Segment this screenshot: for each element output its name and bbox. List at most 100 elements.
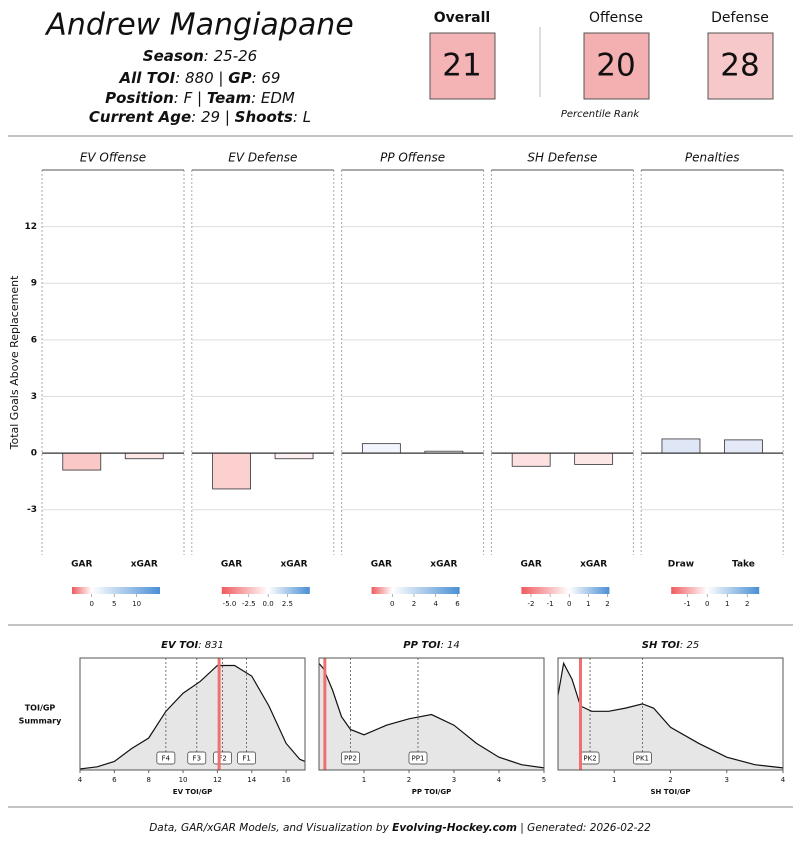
x-tick-label: 4	[497, 776, 502, 784]
panel-title: SH Defense	[527, 151, 597, 165]
colorbar-tick-label: 10	[132, 600, 141, 608]
player-name: Andrew Mangiapane	[44, 8, 353, 43]
colorbar-tick-label: 0	[390, 600, 394, 608]
bar	[575, 453, 613, 464]
marker-label: PK2	[583, 755, 596, 763]
marker-label: F1	[242, 755, 250, 763]
colorbar-tick-label: -2.5	[242, 600, 256, 608]
y-tick-label: -3	[27, 505, 37, 515]
info-line-part: Team	[207, 89, 251, 107]
footer-part: Data, GAR/xGAR Models, and Visualization…	[149, 822, 392, 834]
colorbar-tick-label: 5	[112, 600, 116, 608]
x-tick-label: 1	[612, 776, 616, 784]
rank-value: 28	[720, 48, 759, 84]
bar	[63, 453, 101, 470]
x-axis-label: SH TOI/GP	[650, 788, 690, 796]
x-tick-label: xGAR	[580, 560, 607, 570]
x-tick-label: 3	[725, 776, 729, 784]
info-line: Current Age: 29 | Shoots: L	[89, 108, 311, 126]
y-tick-label: 0	[31, 449, 37, 459]
x-tick-label: 10	[179, 776, 188, 784]
bar	[724, 440, 762, 453]
x-tick-label: GAR	[521, 560, 542, 570]
x-tick-label: 3	[452, 776, 456, 784]
x-tick-label: 4	[781, 776, 786, 784]
info-line-part: : F |	[174, 89, 207, 107]
info-line-part: Season	[143, 47, 204, 65]
colorbar-tick-label: -5.0	[223, 600, 237, 608]
info-line-part: Current Age	[89, 108, 191, 126]
density-title-part: : 831	[198, 640, 224, 651]
density-title-part: EV TOI	[161, 640, 198, 651]
x-tick-label: 16	[282, 776, 291, 784]
colorbar-tick-label: 1	[586, 600, 590, 608]
panel-title: EV Defense	[228, 151, 297, 165]
colorbar	[671, 587, 759, 594]
marker-label: F3	[193, 755, 201, 763]
player-card: Andrew Mangiapane Percentile Rank Season…	[0, 0, 800, 850]
x-tick-label: 6	[112, 776, 117, 784]
x-tick-label: xGAR	[430, 560, 457, 570]
colorbar-tick-label: -2	[527, 600, 534, 608]
info-line: All TOI: 880 | GP: 69	[119, 69, 281, 87]
colorbar-tick-label: 0.0	[263, 600, 274, 608]
summary-label: TOI/GP	[25, 704, 56, 713]
colorbar	[72, 587, 160, 594]
rank-value: 21	[442, 48, 481, 84]
info-line: Season: 25-26	[143, 47, 257, 65]
marker-label: PP1	[412, 755, 425, 763]
x-tick-label: GAR	[221, 560, 242, 570]
colorbar-tick-label: 2	[605, 600, 609, 608]
bar	[213, 453, 251, 489]
density-title: EV TOI: 831	[161, 640, 224, 651]
density-title: PP TOI: 14	[403, 640, 459, 651]
info-line-part: All TOI	[119, 69, 176, 87]
bar	[125, 453, 163, 459]
info-line-part: : L	[293, 108, 311, 126]
colorbar-tick-label: 2.5	[282, 600, 293, 608]
summary-label: Summary	[19, 717, 62, 726]
info-line-part: : 25-26	[204, 47, 257, 65]
panel-title: EV Offense	[80, 151, 146, 165]
y-tick-label: 3	[31, 392, 37, 402]
density-title-part: : 25	[680, 640, 699, 651]
x-tick-label: xGAR	[131, 560, 158, 570]
info-line-part: : 880 |	[175, 69, 228, 87]
x-tick-label: GAR	[71, 560, 92, 570]
colorbar-tick-label: 0	[705, 600, 709, 608]
x-tick-label: 2	[407, 776, 411, 784]
panel-title: PP Offense	[380, 151, 445, 165]
density-title-part: PP TOI	[403, 640, 440, 651]
colorbar-tick-label: -1	[547, 600, 554, 608]
density-title: SH TOI: 25	[642, 640, 699, 651]
colorbar-tick-label: -1	[684, 600, 691, 608]
x-axis-label: EV TOI/GP	[173, 788, 212, 796]
y-tick-label: 9	[31, 279, 37, 289]
x-tick-label: xGAR	[280, 560, 307, 570]
footer: Data, GAR/xGAR Models, and Visualization…	[149, 822, 651, 834]
y-axis-label: Total Goals Above Replacement	[8, 275, 21, 450]
x-tick-label: 14	[247, 776, 256, 784]
panel-title: Penalties	[685, 151, 740, 165]
y-tick-label: 12	[24, 222, 37, 232]
info-line-part: : EDM	[251, 89, 295, 107]
bar	[512, 453, 550, 466]
info-line-part: GP	[228, 69, 251, 87]
colorbar-tick-label: 2	[412, 600, 416, 608]
x-tick-label: 4	[78, 776, 83, 784]
colorbar-tick-label: 0	[90, 600, 94, 608]
footer-part: | Generated: 2026-02-22	[517, 822, 651, 834]
info-line: Position: F | Team: EDM	[105, 89, 295, 107]
marker-label: PK1	[636, 755, 649, 763]
x-tick-label: 12	[213, 776, 222, 784]
rank-label: Offense	[589, 10, 643, 26]
colorbar	[521, 587, 609, 594]
x-tick-label: 2	[668, 776, 672, 784]
x-tick-label: 8	[146, 776, 150, 784]
colorbar-tick-label: 4	[433, 600, 438, 608]
x-tick-label: Draw	[668, 560, 694, 570]
x-tick-label: 5	[542, 776, 546, 784]
density-title-part: SH TOI	[642, 640, 680, 651]
footer-part: Evolving-Hockey.com	[392, 822, 517, 834]
colorbar-tick-label: 6	[455, 600, 460, 608]
